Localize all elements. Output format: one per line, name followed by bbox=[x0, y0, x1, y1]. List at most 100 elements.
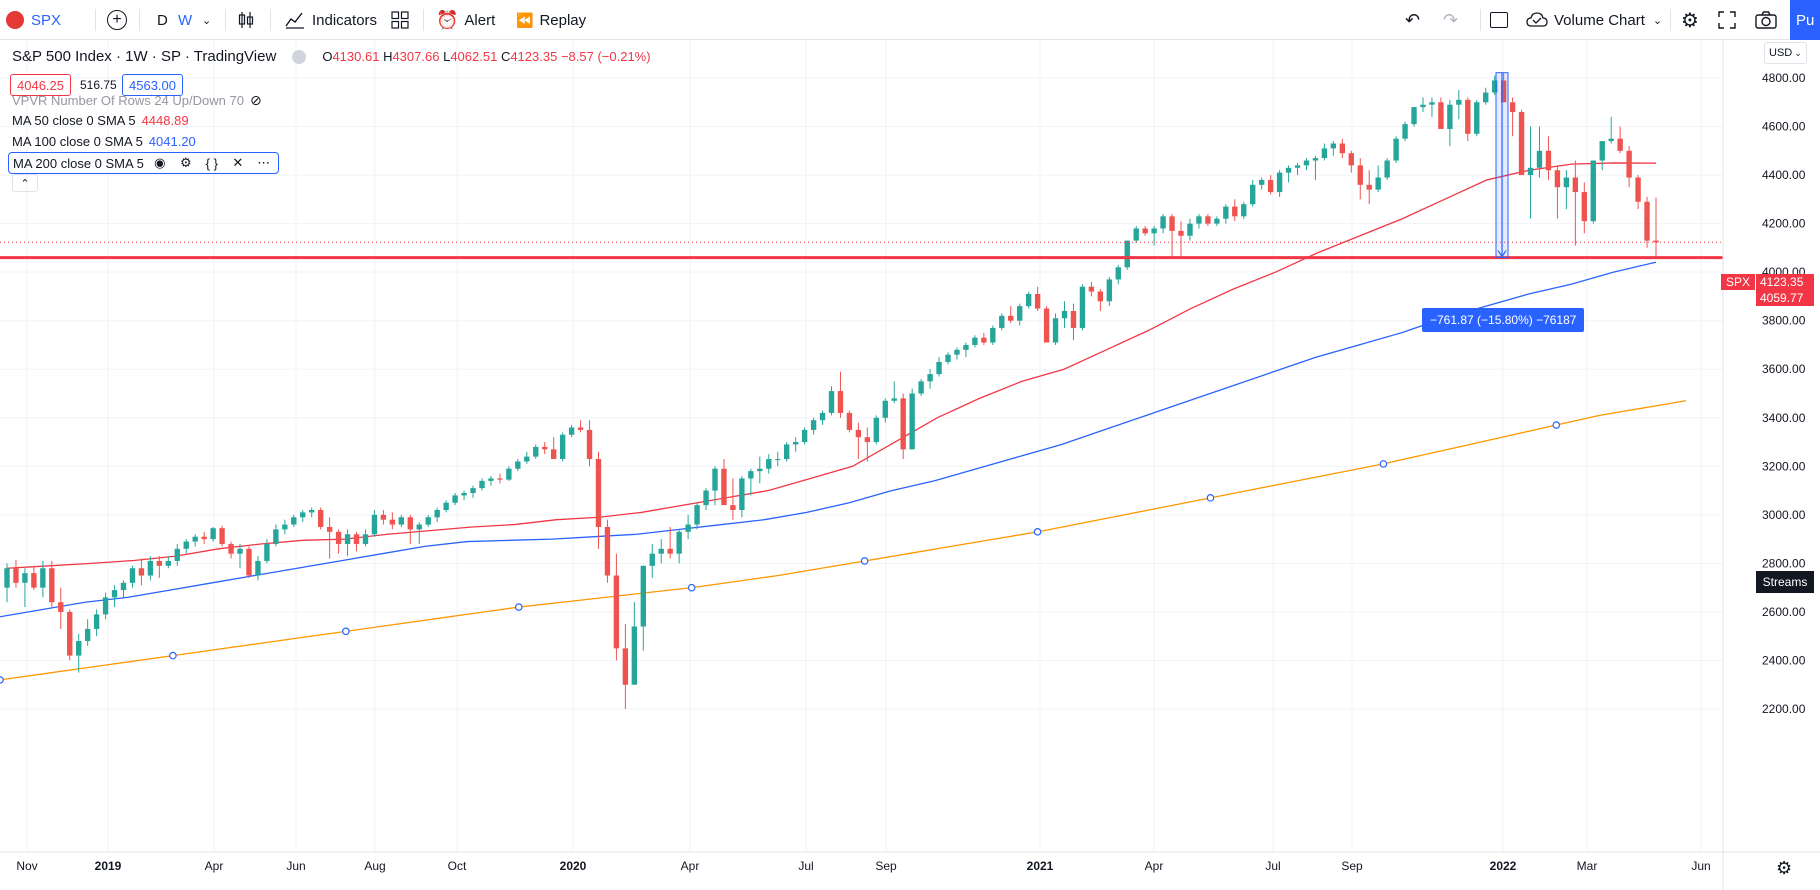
candle-body bbox=[927, 374, 933, 382]
interval-dropdown[interactable]: ⌄ bbox=[202, 0, 211, 40]
indicator-ma100[interactable]: MA 100 close 0 SMA 5 4041.20 bbox=[12, 134, 196, 149]
measure-label[interactable]: −761.87 (−15.80%) −76187 bbox=[1422, 308, 1585, 332]
compare-button[interactable]: + bbox=[107, 0, 127, 40]
candle-body bbox=[1070, 310, 1077, 328]
candle-body bbox=[1034, 293, 1041, 309]
chart-pane[interactable]: 4800.00 4600.00 4400.00 4200.00 4000.00 3800.… bbox=[0, 40, 1820, 890]
candle bbox=[1375, 165, 1381, 193]
layout-button[interactable]: Volume Chart ⌄ bbox=[1526, 0, 1662, 40]
fullscreen-layout-button[interactable] bbox=[1490, 0, 1508, 40]
candle-body bbox=[604, 526, 611, 576]
candle bbox=[1509, 97, 1516, 137]
divider bbox=[270, 9, 271, 31]
gear-icon[interactable]: ⚙ bbox=[179, 155, 192, 170]
candle bbox=[488, 476, 494, 486]
candle bbox=[748, 468, 754, 496]
candle-body bbox=[1474, 102, 1480, 134]
interval-w-button[interactable]: W bbox=[178, 0, 192, 40]
templates-button[interactable] bbox=[390, 0, 410, 40]
streams-button[interactable]: Streams bbox=[1756, 571, 1814, 593]
candle bbox=[1617, 126, 1623, 154]
candle bbox=[183, 539, 189, 554]
candle bbox=[658, 539, 664, 564]
candle-body bbox=[1250, 184, 1256, 205]
undo-button[interactable]: ↶ bbox=[1405, 0, 1420, 40]
indicator-ma200[interactable]: MA 200 close 0 SMA 5 ◉ ⚙ { } ✕ ⋯ bbox=[8, 152, 279, 174]
candle bbox=[1635, 175, 1641, 210]
candle bbox=[120, 580, 127, 598]
price-tick-label: 4600.00 bbox=[1762, 120, 1806, 134]
candle-body bbox=[918, 381, 924, 394]
alert-button[interactable]: ⏰ Alert bbox=[436, 0, 495, 40]
price-tick-label: 4400.00 bbox=[1762, 168, 1806, 182]
indicators-button[interactable]: Indicators bbox=[284, 0, 377, 40]
chart-type-button[interactable] bbox=[236, 0, 256, 40]
candle-body bbox=[425, 517, 431, 525]
candle-body bbox=[1491, 80, 1498, 93]
candle-body bbox=[667, 548, 673, 554]
time-axis[interactable]: Nov 2019 Apr Jun Aug Oct 2020 Apr Jul Sep 2021 Apr J… bbox=[16, 859, 1710, 873]
series-title[interactable]: S&P 500 Index · 1W · SP · TradingView bbox=[12, 48, 277, 65]
candle bbox=[1321, 143, 1328, 161]
candle-body bbox=[264, 543, 270, 561]
eye-icon[interactable]: ◉ bbox=[154, 155, 166, 170]
candle bbox=[1348, 150, 1354, 173]
eye-off-icon[interactable]: ⊘ bbox=[249, 92, 262, 108]
candle-body bbox=[120, 582, 127, 591]
indicator-label: MA 50 close 0 SMA 5 bbox=[12, 113, 136, 128]
redo-button[interactable]: ↷ bbox=[1443, 0, 1458, 40]
candle bbox=[837, 371, 844, 418]
close-icon[interactable]: ✕ bbox=[232, 155, 244, 170]
candle bbox=[1599, 141, 1605, 171]
ohlc-values: O4130.61 H4307.66 L4062.51 C4123.35 −8.5… bbox=[322, 49, 650, 64]
candle bbox=[1608, 116, 1614, 144]
indicator-label: MA 100 close 0 SMA 5 bbox=[12, 134, 143, 149]
symbol-search[interactable]: SPX bbox=[6, 0, 61, 40]
indicators-icon bbox=[285, 12, 304, 29]
candle-body bbox=[658, 548, 664, 554]
candle bbox=[1034, 286, 1041, 311]
interval-d-button[interactable]: D bbox=[157, 0, 168, 40]
time-tick-label: Nov bbox=[16, 859, 37, 873]
time-tick-label: 2022 bbox=[1490, 859, 1517, 873]
candle-body bbox=[84, 628, 91, 642]
candle-body bbox=[640, 565, 646, 627]
low-label: L bbox=[443, 49, 451, 64]
low-value: 4062.51 bbox=[450, 49, 498, 64]
more-icon[interactable]: ⋯ bbox=[257, 155, 271, 170]
candle bbox=[1258, 177, 1265, 190]
price-tick-label: 3800.00 bbox=[1762, 314, 1806, 328]
indicator-vpvr[interactable]: VPVR Number Of Rows 24 Up/Down 70 ⊘ bbox=[12, 92, 262, 109]
candle-body bbox=[282, 524, 288, 530]
candle-body bbox=[1653, 240, 1659, 243]
candle bbox=[999, 313, 1005, 331]
candle bbox=[344, 529, 351, 557]
candle-body bbox=[1366, 184, 1372, 190]
candle bbox=[1241, 201, 1247, 219]
candle-body bbox=[981, 337, 987, 343]
publish-button[interactable]: Pu bbox=[1790, 0, 1820, 40]
collapse-legend-button[interactable]: ⌃ bbox=[12, 174, 38, 192]
candle-body bbox=[586, 429, 593, 460]
buy-price-button[interactable]: 4563.00 bbox=[122, 74, 183, 96]
gear-icon[interactable]: ⚙ bbox=[1776, 858, 1793, 878]
settings-button[interactable]: ⚙ bbox=[1681, 0, 1699, 40]
sell-price-button[interactable]: 4046.25 bbox=[10, 74, 71, 96]
snapshot-button[interactable] bbox=[1755, 0, 1777, 40]
candle bbox=[550, 437, 557, 460]
candle bbox=[963, 342, 969, 358]
candle-body bbox=[721, 468, 727, 506]
indicator-ma50[interactable]: MA 50 close 0 SMA 5 4448.89 bbox=[12, 113, 189, 128]
source-code-icon[interactable]: { } bbox=[205, 155, 218, 171]
price-chart[interactable]: 4800.004600.004400.004200.004000.003800.… bbox=[0, 40, 1820, 890]
candle bbox=[990, 325, 996, 345]
candle bbox=[1527, 126, 1534, 219]
candle bbox=[1097, 289, 1104, 311]
candle-body bbox=[1115, 267, 1121, 280]
currency-selector[interactable]: USD ⌄ bbox=[1764, 42, 1807, 64]
time-tick-label: Jul bbox=[1265, 859, 1280, 873]
fullscreen-button[interactable] bbox=[1718, 0, 1736, 40]
replay-button[interactable]: ⏪ Replay bbox=[516, 0, 586, 40]
price-axis[interactable]: 4800.004600.004400.004200.004000.003800.… bbox=[1762, 71, 1806, 716]
divider bbox=[95, 9, 96, 31]
